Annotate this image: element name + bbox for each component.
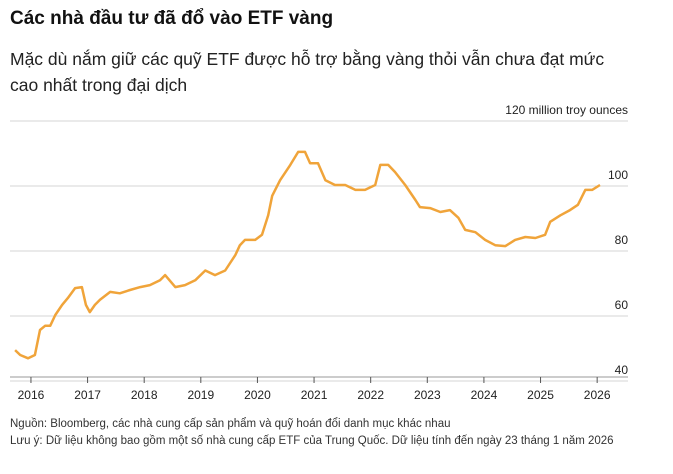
source-note: Nguồn: Bloomberg, các nhà cung cấp sản p…: [10, 418, 451, 430]
y-tick-label: 40: [615, 363, 629, 377]
x-tick-label: 2023: [414, 388, 441, 402]
y-tick-label: 100: [608, 168, 628, 182]
x-tick-label: 2024: [471, 388, 498, 402]
y-tick-label: 60: [615, 298, 629, 312]
chart-title: Các nhà đầu tư đã đổ vào ETF vàng: [10, 8, 334, 29]
x-tick-label: 2019: [187, 388, 214, 402]
x-tick-label: 2025: [527, 388, 554, 402]
y-tick-label: 120 million troy ounces: [505, 103, 628, 117]
x-tick-label: 2021: [301, 388, 328, 402]
x-tick-label: 2022: [357, 388, 384, 402]
x-tick-label: 2017: [74, 388, 101, 402]
chart-subtitle: Mặc dù nắm giữ các quỹ ETF được hỗ trợ b…: [10, 49, 605, 95]
y-tick-label: 80: [615, 233, 629, 247]
x-tick-label: 2016: [18, 388, 45, 402]
data-line: [14, 150, 601, 360]
x-tick-label: 2020: [244, 388, 271, 402]
x-tick-label: 2026: [584, 388, 611, 402]
x-tick-label: 2018: [131, 388, 158, 402]
footnote: Lưu ý: Dữ liệu không bao gồm một số nhà …: [10, 435, 614, 447]
